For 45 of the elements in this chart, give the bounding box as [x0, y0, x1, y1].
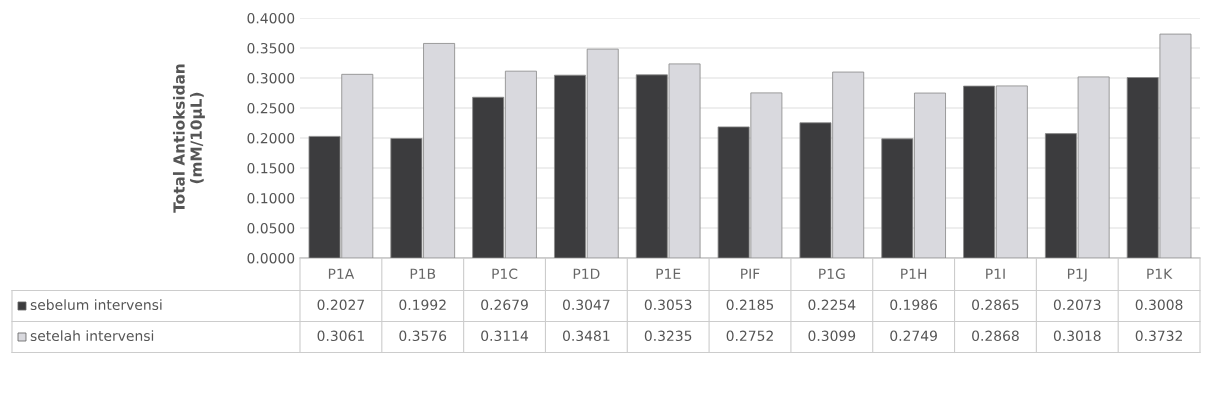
data-label: 0.1992: [399, 299, 446, 311]
data-label: 0.3061: [317, 330, 364, 342]
x-tick-label: P1G: [819, 268, 845, 280]
data-label: 0.2679: [481, 299, 528, 311]
data-label: 0.3114: [481, 330, 529, 342]
data-label: 0.3018: [1053, 330, 1101, 342]
legend-label: sebelum intervensi: [30, 299, 162, 311]
legend-label: setelah intervensi: [30, 330, 154, 342]
x-tick-label: P1A: [328, 268, 355, 279]
data-label: 0.2027: [317, 299, 365, 311]
y-tick-label: 0.0000: [247, 252, 295, 264]
y-axis-title: Total Antioksidan (mM/10µL): [172, 64, 205, 213]
x-tick-label: PIF: [741, 268, 760, 279]
data-label: 0.3047: [562, 299, 610, 311]
data-label: 0.2752: [726, 330, 773, 342]
x-tick-label: P1K: [1147, 268, 1173, 279]
y-tick-label: 0.3000: [247, 72, 295, 84]
data-label: 0.3732: [1135, 330, 1182, 342]
data-label: 0.3053: [644, 299, 692, 311]
x-tick-label: P1H: [901, 268, 927, 279]
data-label: 0.2868: [972, 330, 1019, 342]
y-tick-label: 0.1500: [247, 162, 295, 174]
data-label: 0.3099: [808, 330, 856, 342]
x-tick-label: P1I: [986, 268, 1005, 279]
y-tick-label: 0.2000: [247, 132, 295, 144]
y-tick-label: 0.1000: [247, 192, 295, 204]
y-tick-label: 0.2500: [247, 102, 295, 114]
data-label: 0.3576: [399, 330, 447, 342]
x-tick-label: P1D: [573, 268, 600, 279]
data-label: 0.3481: [562, 330, 610, 342]
y-tick-label: 0.3500: [247, 42, 295, 54]
data-label: 0.3008: [1135, 299, 1183, 311]
y-tick-label: 0.0500: [247, 222, 295, 234]
x-tick-label: P1J: [1067, 268, 1087, 282]
data-label: 0.2749: [890, 330, 937, 342]
data-label: 0.2073: [1053, 299, 1101, 311]
data-label: 0.3235: [644, 330, 692, 342]
x-tick-label: P1B: [410, 268, 436, 279]
x-tick-label: P1C: [492, 268, 518, 280]
x-tick-label: P1E: [656, 268, 681, 279]
data-label: 0.2865: [972, 299, 1019, 311]
data-label: 0.2254: [808, 299, 856, 311]
data-label: 0.1986: [890, 299, 938, 311]
y-tick-label: 0.4000: [247, 12, 295, 24]
data-label: 0.2185: [726, 299, 774, 311]
